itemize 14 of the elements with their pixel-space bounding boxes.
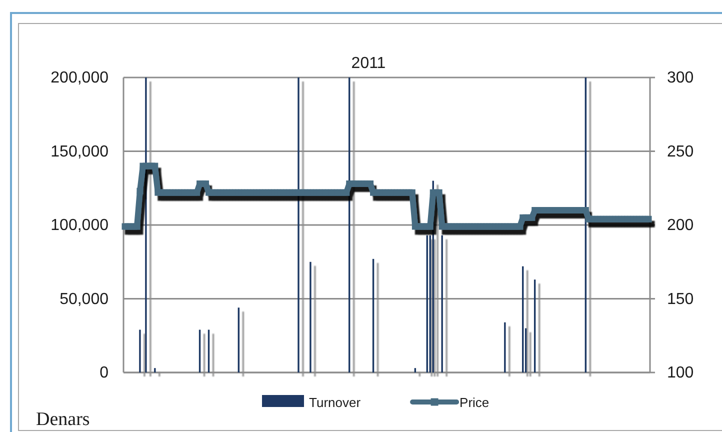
y-tick-label: 0 [100,364,109,382]
legend-label: Price [460,395,490,410]
y2-tick-label: 300 [667,70,694,87]
y-axis-title: Denars [36,409,90,430]
chart-title: 2011 [351,55,386,72]
y-tick-label: 150,000 [50,143,109,160]
legend-label: Turnover [309,395,362,410]
y-tick-label: 100,000 [50,217,109,234]
y2-tick-label: 100 [667,364,694,382]
y-tick-label: 50,000 [60,290,109,308]
y2-tick-label: 200 [667,217,694,234]
y2-tick-label: 150 [667,290,694,308]
y2-tick-label: 250 [667,143,694,160]
y-tick-label: 200,000 [50,70,109,87]
